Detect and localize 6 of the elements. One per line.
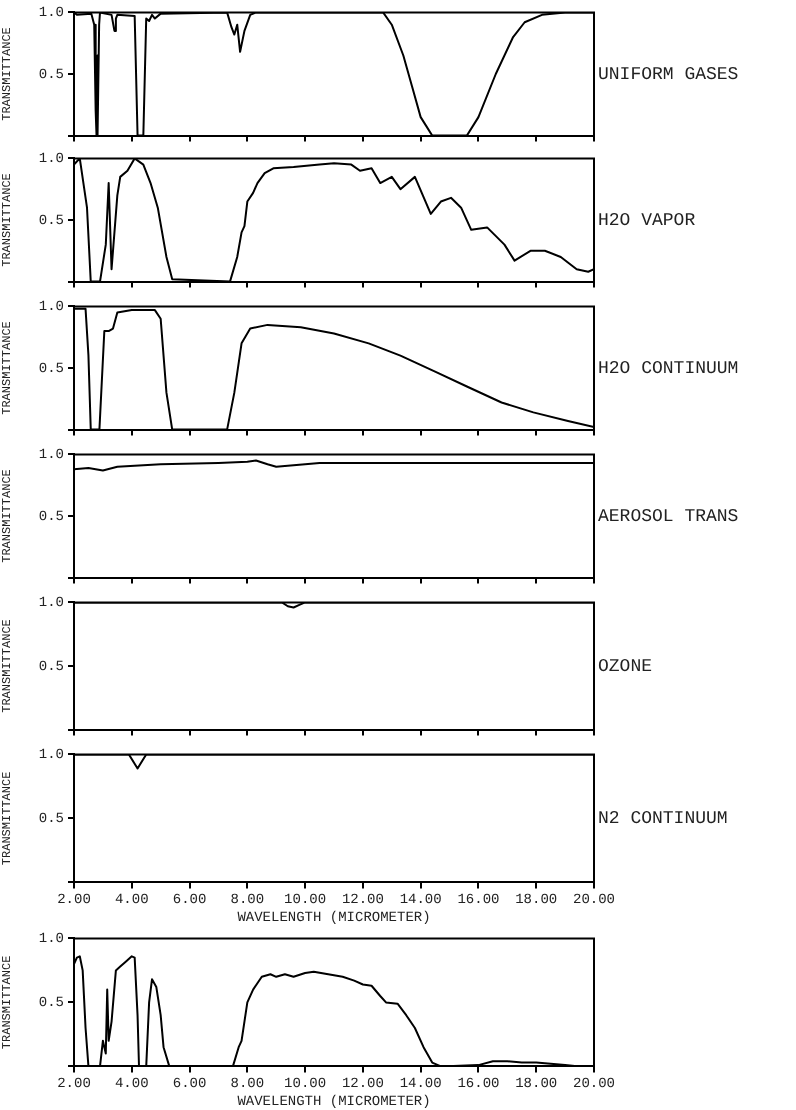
- text: OZONE: [598, 656, 653, 677]
- text: N2 CONTINUUM: [598, 809, 728, 830]
- text: H2O CONTINUUM: [598, 358, 739, 379]
- text: H2O VAPOR: [598, 210, 697, 231]
- text: AEROSOL TRANS: [598, 506, 739, 527]
- text: UNIFORM GASES: [598, 64, 739, 85]
